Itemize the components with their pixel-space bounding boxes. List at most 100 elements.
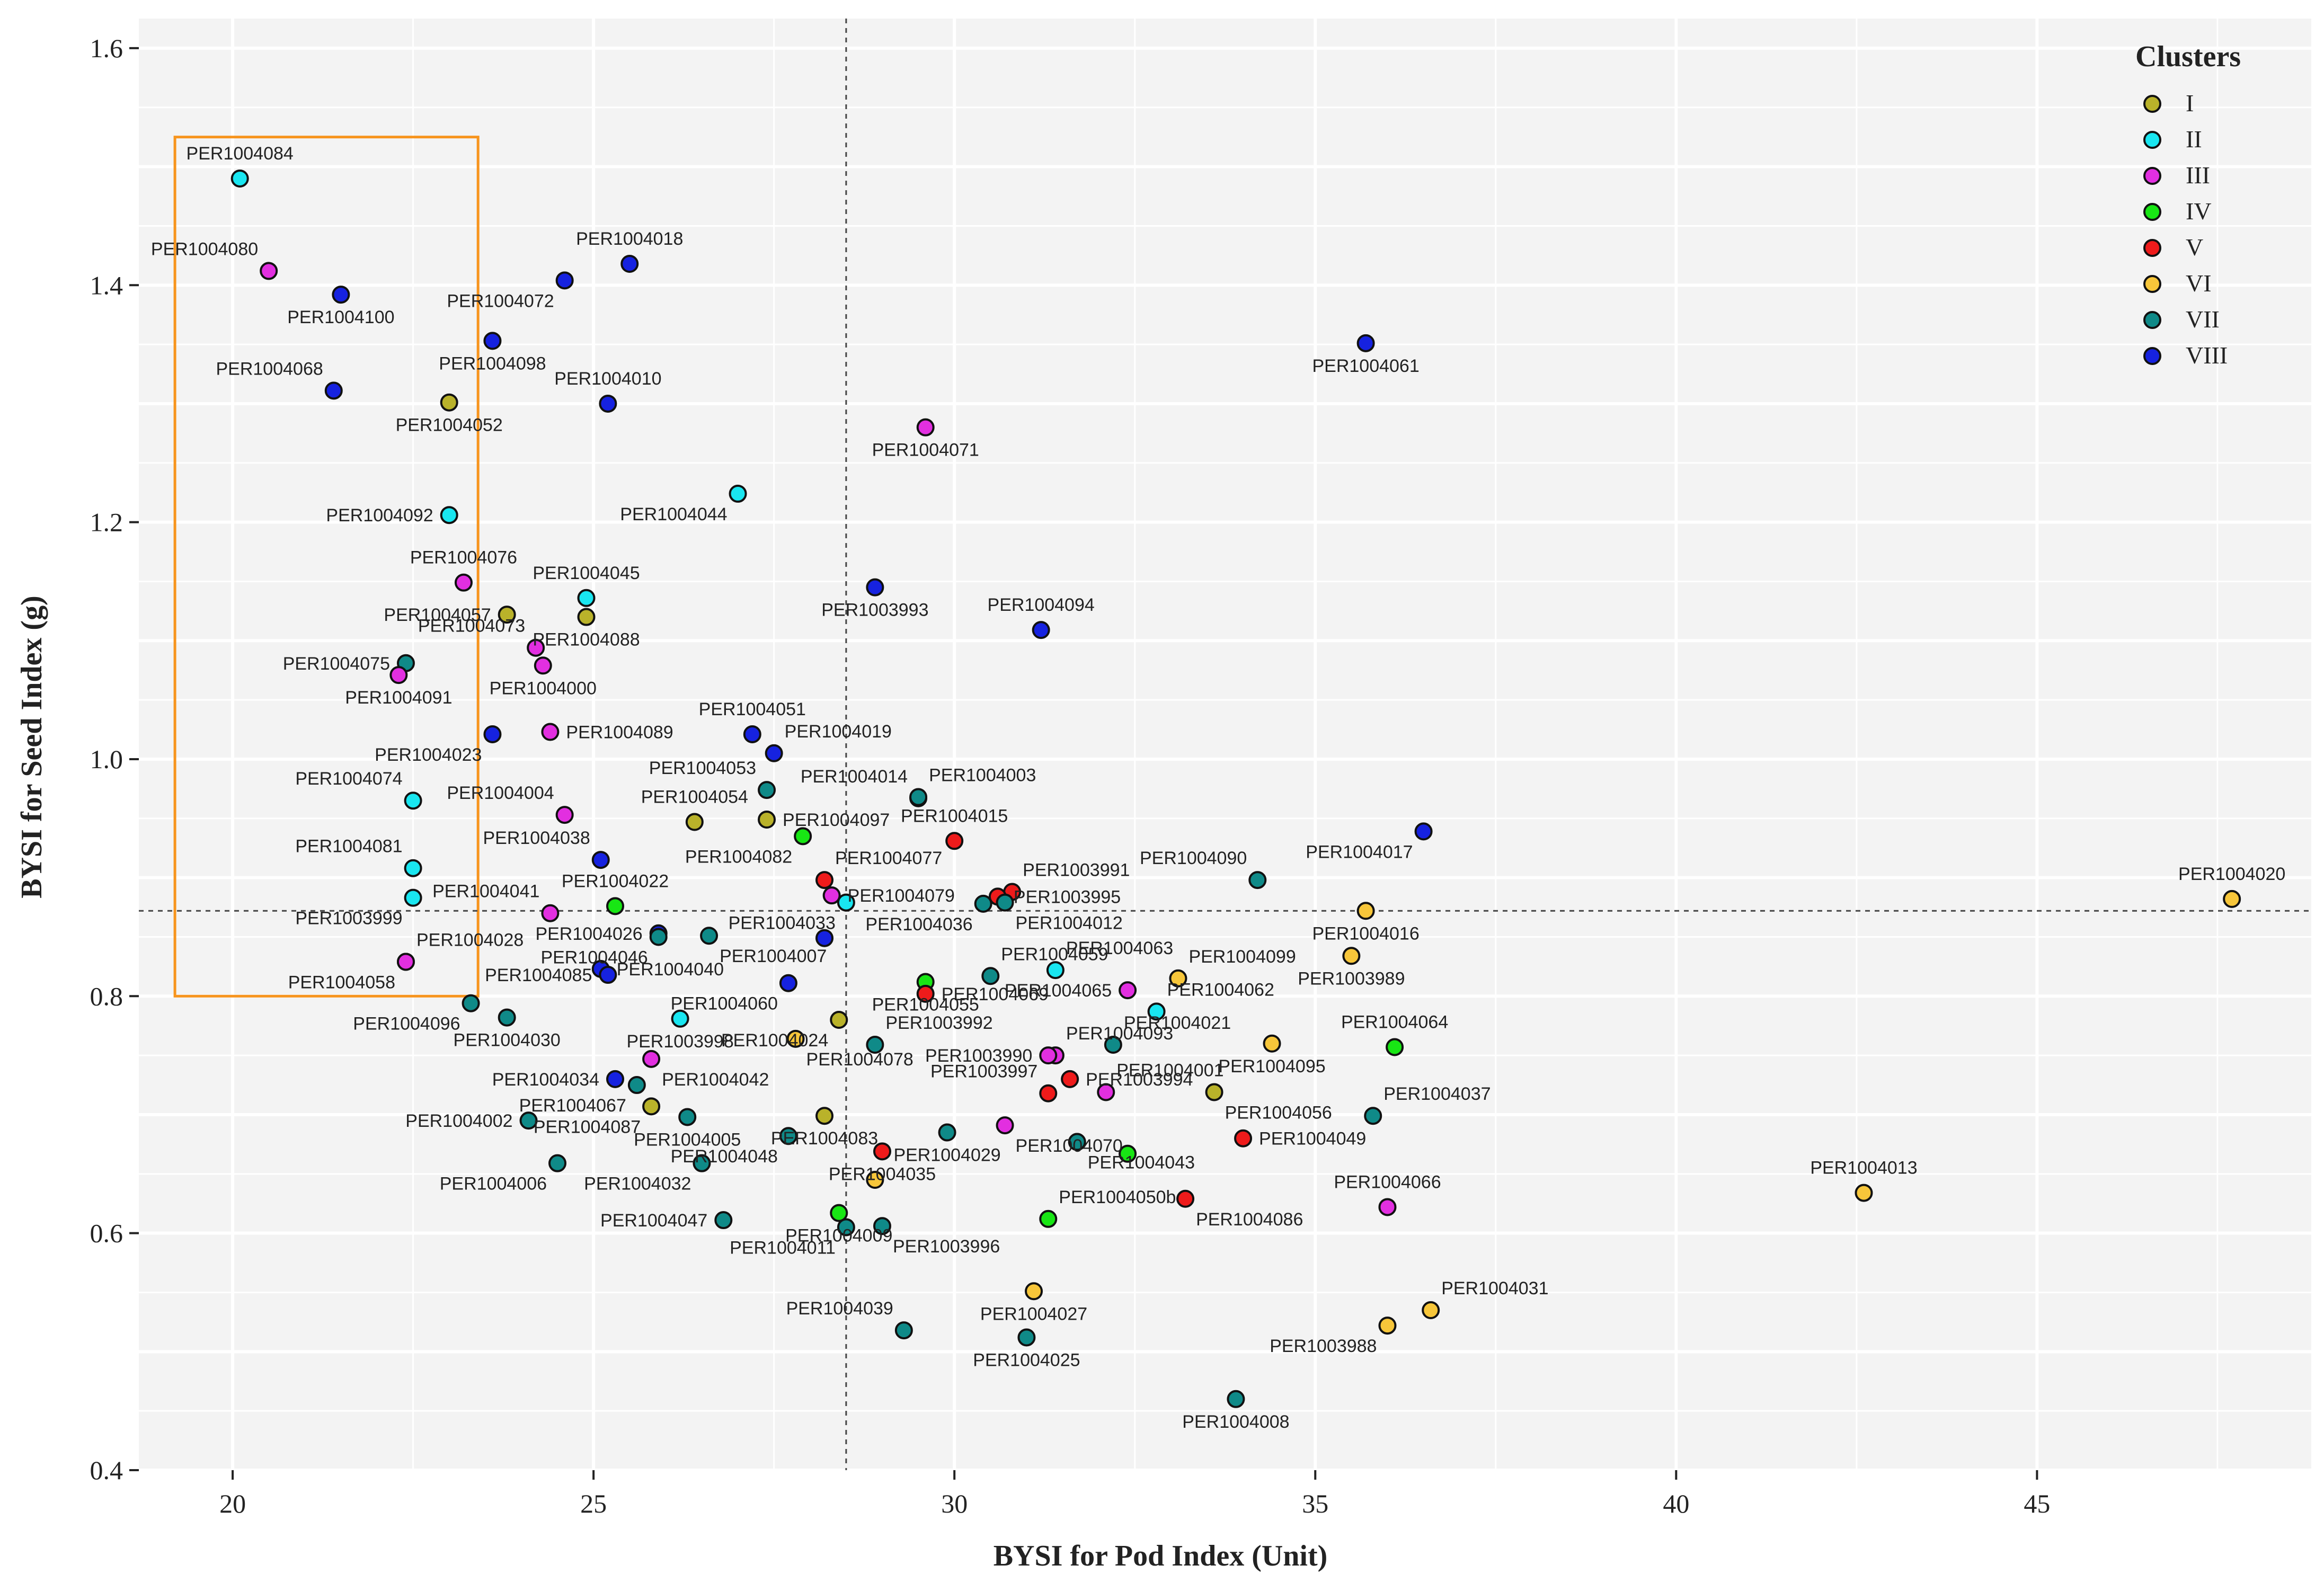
data-point [541, 723, 560, 741]
point-label: PER1004069 [942, 984, 1049, 1004]
data-point [873, 1142, 891, 1161]
point-label: PER1004077 [835, 848, 942, 868]
point-label: PER1004087 [534, 1117, 641, 1137]
point-label: PER1004098 [439, 353, 546, 373]
point-label: PER1004097 [783, 810, 890, 830]
data-point [519, 1111, 538, 1130]
data-point [1046, 961, 1065, 980]
legend-label: I [2186, 90, 2194, 117]
data-point [1104, 1036, 1122, 1054]
y-tick-label: 0.4 [90, 1455, 123, 1485]
point-label: PER1004085 [485, 965, 592, 985]
legend-label: III [2186, 162, 2210, 189]
data-point [620, 255, 639, 273]
data-point [404, 888, 422, 907]
point-label: PER1004058 [288, 972, 395, 992]
point-label: PER1003989 [1298, 968, 1405, 989]
selection-box [173, 136, 480, 998]
point-label: PER1004025 [973, 1350, 1080, 1370]
y-tick-label: 1.2 [90, 508, 123, 537]
point-label: PER1003996 [893, 1237, 1000, 1257]
point-label: PER1004074 [295, 769, 402, 789]
point-label: PER1004059 [1001, 944, 1108, 964]
point-label: PER1004089 [566, 723, 673, 743]
data-point [404, 859, 422, 877]
data-point [332, 286, 350, 304]
point-label: PER1004018 [576, 229, 683, 249]
point-label: PER1004022 [562, 871, 669, 891]
point-label: PER1004004 [447, 783, 554, 803]
point-label: PER1004015 [901, 806, 1008, 826]
data-point [938, 1123, 956, 1142]
data-point [1061, 1070, 1079, 1088]
data-point [866, 578, 884, 597]
data-point [454, 573, 473, 592]
data-point [649, 928, 668, 946]
x-tick-label: 35 [1302, 1489, 1328, 1518]
data-point [1025, 1282, 1043, 1301]
y-axis-label: BYSI for Seed Index (g) [15, 595, 48, 898]
point-label: PER1004033 [729, 913, 836, 933]
data-point [606, 1070, 625, 1088]
data-point [527, 638, 545, 657]
data-point [483, 725, 502, 743]
data-point [440, 506, 458, 524]
legend-marker [2143, 311, 2161, 329]
data-point [1147, 1002, 1166, 1021]
data-point [815, 929, 834, 947]
data-point [830, 1011, 848, 1029]
data-point [743, 725, 761, 743]
point-label: PER1004068 [216, 359, 323, 379]
data-point [1422, 1301, 1440, 1320]
data-point [1017, 1328, 1036, 1347]
data-point [627, 1076, 646, 1095]
point-label: PER1004055 [872, 994, 979, 1015]
point-label: PER1004082 [685, 847, 792, 867]
point-label: PER1004023 [375, 745, 482, 765]
data-point [837, 1218, 855, 1237]
data-point [2223, 890, 2241, 908]
plot-background [139, 19, 2311, 1470]
data-point [685, 813, 704, 831]
data-point [498, 1008, 516, 1027]
legend-marker [2143, 167, 2161, 185]
point-label: PER1004095 [1218, 1056, 1325, 1077]
y-tick-label: 0.6 [90, 1219, 123, 1248]
point-label: PER1004040 [617, 959, 724, 980]
data-point [1205, 1083, 1223, 1101]
point-label: PER1004045 [533, 563, 640, 583]
point-label: PER1004009 [785, 1226, 892, 1246]
point-label: PER1004065 [1005, 981, 1112, 1001]
point-label: PER1004041 [432, 882, 539, 902]
point-label: PER1004044 [620, 504, 727, 524]
data-point [555, 806, 574, 824]
data-point [230, 169, 249, 188]
data-point [548, 1154, 567, 1172]
point-label: PER1004088 [533, 630, 640, 650]
point-label: PER1004047 [600, 1211, 707, 1231]
point-label: PER1004093 [1066, 1024, 1173, 1044]
point-label: PER1004030 [454, 1030, 561, 1051]
point-label: PER1004052 [396, 415, 503, 435]
data-point [642, 1050, 661, 1068]
data-point [1248, 871, 1267, 890]
data-point [577, 589, 596, 607]
point-label: PER1003999 [295, 909, 402, 929]
legend-label: II [2186, 126, 2202, 153]
point-label: PER1004043 [1088, 1152, 1195, 1172]
point-label: PER1004006 [440, 1174, 547, 1194]
point-label: PER1004062 [1167, 980, 1274, 1000]
data-point [404, 792, 422, 810]
point-label: PER1004079 [848, 886, 955, 906]
point-label: PER1004008 [1182, 1412, 1289, 1432]
point-label: PER1003995 [1014, 887, 1121, 907]
y-axis: 0.4 0.6 0.8 1.0 1.2 1.4 1.6 [90, 33, 139, 1485]
point-label: PER1004063 [1066, 938, 1173, 958]
point-labels: PER1004084 PER1004080 PER1004100 PER1004068… [151, 144, 2285, 1432]
data-point [714, 1211, 733, 1230]
data-point [555, 271, 574, 290]
point-label: PER1004005 [634, 1130, 741, 1150]
data-point [1234, 1129, 1253, 1148]
legend-marker [2143, 95, 2161, 113]
